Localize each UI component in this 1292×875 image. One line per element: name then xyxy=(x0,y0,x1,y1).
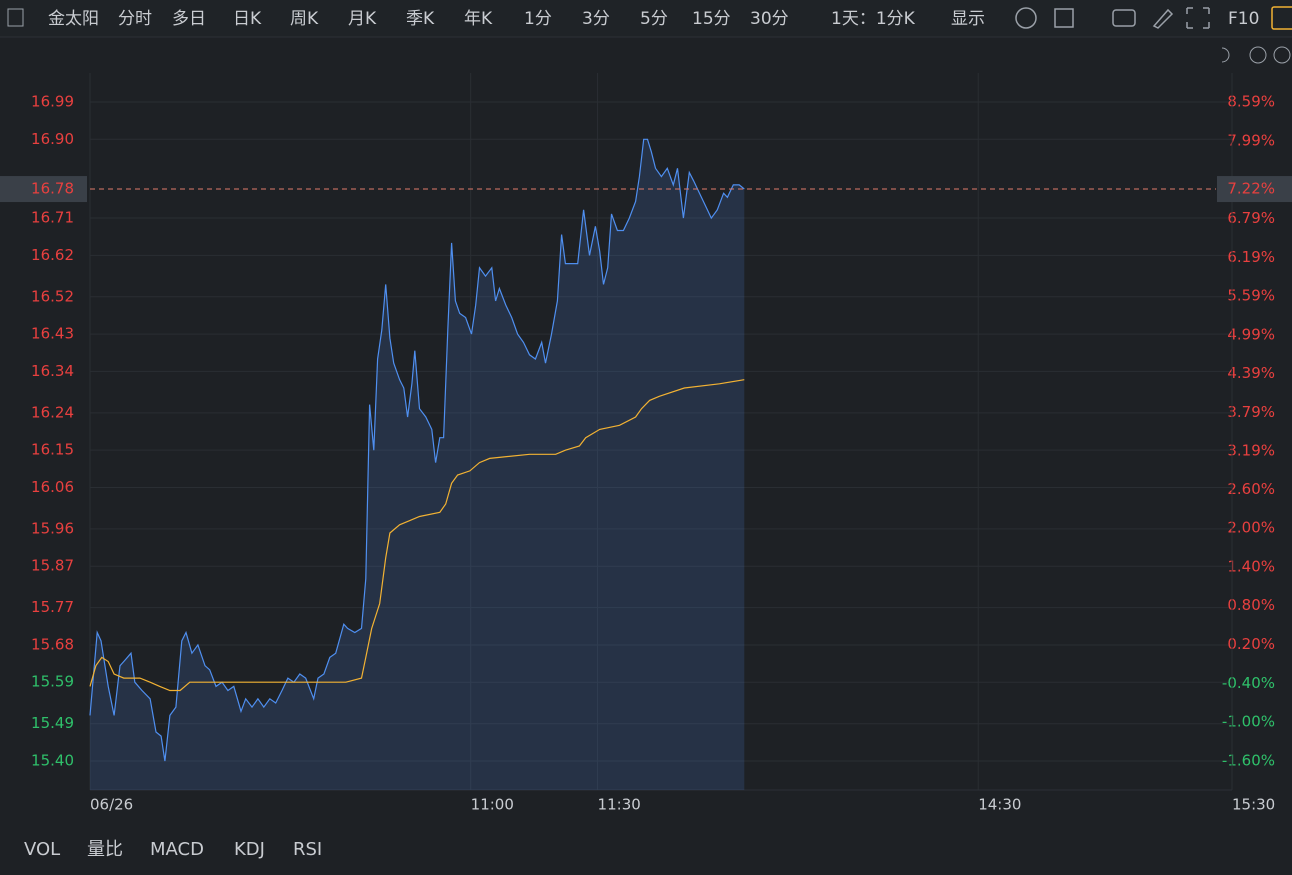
y-tick-label: 15.68 xyxy=(31,635,74,653)
last-price-label: 16.78 xyxy=(31,180,74,198)
x-tick-label: 06/26 xyxy=(90,796,133,814)
y2-tick-label: 8.59% xyxy=(1227,93,1275,111)
toolbar-item[interactable]: 显示 xyxy=(951,9,985,29)
y2-tick-label: 6.79% xyxy=(1227,209,1275,227)
toolbar-item[interactable]: F10 xyxy=(1228,9,1259,29)
box-icon[interactable] xyxy=(1054,8,1074,28)
toolbar-item[interactable]: 金太阳 xyxy=(48,9,99,29)
y-tick-label: 16.62 xyxy=(31,246,74,264)
zoom-out[interactable] xyxy=(1249,46,1267,64)
y-tick-label: 15.87 xyxy=(31,557,74,575)
y-tick-label: 16.24 xyxy=(31,403,74,421)
indicator-tab[interactable]: KDJ xyxy=(234,839,265,860)
y2-tick-label: 3.19% xyxy=(1227,442,1275,460)
toolbar-item[interactable]: 5分 xyxy=(640,9,668,29)
price-area xyxy=(90,139,745,791)
y2-tick-label: 5.59% xyxy=(1227,287,1275,305)
panel-icon[interactable] xyxy=(1271,6,1292,30)
y2-tick-label: 3.79% xyxy=(1227,403,1275,421)
y2-tick-label: -1.60% xyxy=(1222,751,1275,769)
y-tick-label: 15.59 xyxy=(31,673,74,691)
y2-tick-label: -0.40% xyxy=(1222,674,1275,692)
toolbar-item[interactable]: 15分 xyxy=(692,9,731,29)
indicator-tab[interactable]: MACD xyxy=(150,839,204,860)
settings-icon[interactable] xyxy=(1015,7,1037,29)
y2-tick-label: 4.39% xyxy=(1227,364,1275,382)
toolbar-item[interactable]: 月K xyxy=(348,9,377,29)
toolbar-item[interactable]: 多日 xyxy=(172,9,206,29)
y2-tick-label: 7.99% xyxy=(1227,131,1275,149)
x-tick-label: 15:30 xyxy=(1232,796,1275,814)
y2-tick-label: 0.20% xyxy=(1227,635,1275,653)
y-tick-label: 15.77 xyxy=(31,598,74,616)
pen-icon[interactable] xyxy=(1152,8,1174,29)
y2-tick-label: 6.19% xyxy=(1227,248,1275,266)
toolbar-item[interactable]: 日K xyxy=(233,9,262,29)
zoom-in[interactable] xyxy=(1273,46,1291,64)
indicator-tab[interactable]: 量比 xyxy=(87,839,123,860)
y-tick-label: 16.90 xyxy=(31,130,74,148)
last-change-box xyxy=(1217,176,1292,203)
y-tick-label: 16.71 xyxy=(31,209,74,227)
toolbar-bg xyxy=(0,0,1292,37)
last-price-box xyxy=(0,176,87,203)
fullscreen-icon[interactable] xyxy=(1186,7,1210,29)
x-tick-label: 14:30 xyxy=(978,796,1021,814)
series-line xyxy=(89,138,745,762)
x-tick-label: 11:00 xyxy=(471,796,514,814)
y-tick-label: 16.06 xyxy=(31,478,74,496)
series-line xyxy=(89,379,745,692)
y-tick-label: 15.96 xyxy=(31,519,74,537)
x-tick-label: 11:30 xyxy=(598,796,641,814)
y-tick-label: 16.34 xyxy=(31,362,74,380)
camera-icon[interactable] xyxy=(1112,9,1136,27)
toolbar-item[interactable]: 1天：1分K xyxy=(831,9,916,29)
y2-tick-label: 2.60% xyxy=(1227,480,1275,498)
indicator-tab[interactable]: VOL xyxy=(24,839,60,860)
sidebar-icon[interactable] xyxy=(7,8,24,27)
y2-tick-label: 1.40% xyxy=(1227,557,1275,575)
toolbar-item[interactable]: 30分 xyxy=(750,9,789,29)
y-tick-label: 15.40 xyxy=(31,751,74,769)
toolbar-item[interactable]: 季K xyxy=(406,9,435,29)
y2-tick-label: 2.00% xyxy=(1227,519,1275,537)
indicator-tab[interactable]: RSI xyxy=(293,839,322,860)
y-tick-label: 16.99 xyxy=(31,93,74,111)
y2-tick-label: 4.99% xyxy=(1227,325,1275,343)
y2-tick-label: 0.80% xyxy=(1227,596,1275,614)
toolbar-item[interactable]: 年K xyxy=(464,9,493,29)
toolbar-item[interactable]: 周K xyxy=(290,9,319,29)
reset-icon[interactable] xyxy=(1221,47,1230,63)
y-tick-label: 16.43 xyxy=(31,325,74,343)
y-tick-label: 15.49 xyxy=(31,714,74,732)
toolbar-item[interactable]: 1分 xyxy=(524,9,552,29)
y-tick-label: 16.15 xyxy=(31,441,74,459)
y2-tick-label: -1.00% xyxy=(1222,713,1275,731)
y-tick-label: 16.52 xyxy=(31,287,74,305)
toolbar-item[interactable]: 分时 xyxy=(118,9,152,29)
last-change-label: 7.22% xyxy=(1227,180,1275,198)
toolbar-item[interactable]: 3分 xyxy=(582,9,610,29)
